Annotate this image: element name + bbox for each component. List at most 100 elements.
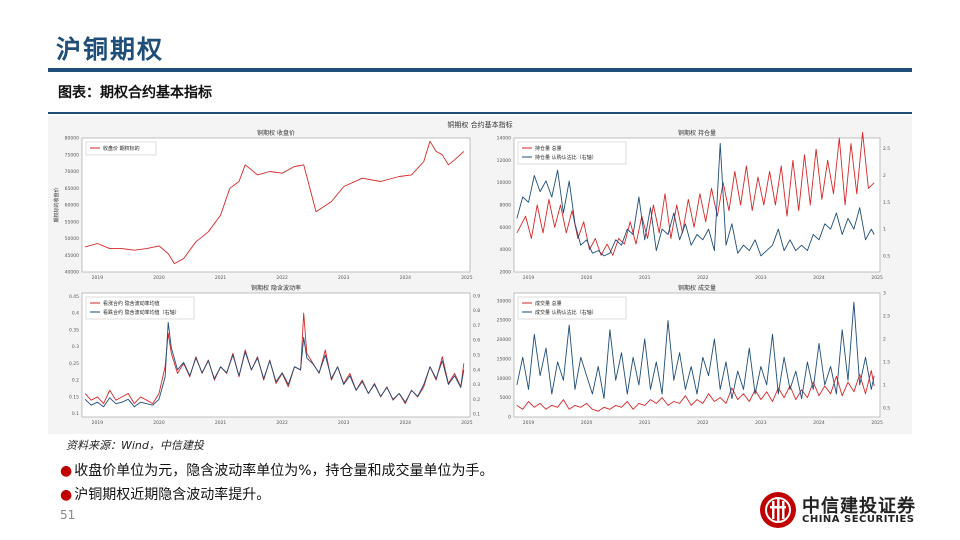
panel-2-ytick-label: 4000 <box>500 247 512 253</box>
bullet-1-text: 收盘价单位为元，隐含波动率单位为%，持仓量和成交量单位为手。 <box>74 463 494 479</box>
panel-3-xtick-label: 2023 <box>338 420 350 426</box>
panel-4-series-1-line <box>516 370 875 412</box>
panel-4-y2tick-label: 3 <box>883 291 886 297</box>
panel-1-ytick-label: 75000 <box>65 152 79 158</box>
panel-4-xtick-label: 2024 <box>813 420 825 426</box>
panel-3-ytick-label: 0.2 <box>72 378 79 384</box>
panel-2-xtick-label: 2025 <box>871 275 883 281</box>
panel-1-ytick-label: 50000 <box>65 236 79 242</box>
panel-3-xtick-label: 2025 <box>461 420 473 426</box>
panel-1-ytick-label: 55000 <box>65 219 79 225</box>
panel-1-xtick-label: 2020 <box>153 275 165 281</box>
panel-3-series-2-line <box>84 322 465 408</box>
bullet-dot-icon: ● <box>60 463 73 479</box>
panel-3-xtick-label: 2021 <box>215 420 227 426</box>
panel-2-legend-label-2: 持仓量 认购认沽比（右轴） <box>535 154 597 161</box>
panel-2-ytick-label: 2000 <box>500 270 512 276</box>
panel-3-y2tick-label: 0.1 <box>473 412 480 418</box>
panel-1-xtick-label: 2025 <box>461 275 473 281</box>
bullet-dot-icon: ● <box>60 487 73 503</box>
panel-1-legend-box <box>85 141 157 156</box>
panel-1-xtick-label: 2024 <box>400 275 412 281</box>
panel-4-xtick-label: 2022 <box>697 420 709 426</box>
figure-caption: 图表：期权合约基本指标 <box>58 85 212 101</box>
panel-3-ytick-label: 0.25 <box>69 361 79 367</box>
panel-4-legend-box <box>517 296 627 320</box>
panel-4-series-2-line <box>516 301 875 400</box>
panel-1-ytick-label: 70000 <box>65 169 79 175</box>
panel-3-y2tick-label: 0.4 <box>473 367 480 373</box>
figure-suptitle: 铜期权 合约基本指标 <box>447 120 512 129</box>
panel-3-ytick-label: 0.1 <box>72 411 79 417</box>
panel-4-y2tick-label: 2 <box>883 336 886 342</box>
panel-3-ytick-label: 0.3 <box>72 344 79 350</box>
panel-4-ytick-label: 0 <box>508 415 511 421</box>
panel-2-xtick-label: 2021 <box>639 275 651 281</box>
caption-divider <box>48 112 912 114</box>
panel-2-series-1-line <box>516 131 875 256</box>
panel-4-y2tick-label: 1.5 <box>883 359 890 365</box>
panel-2-y2tick-label: 2.5 <box>883 146 890 152</box>
panel-1-xtick-label: 2019 <box>92 275 104 281</box>
panel-1-title: 铜期权 收盘价 <box>257 129 295 137</box>
panel-2-y2tick-label: 1 <box>883 227 886 233</box>
panel-2-plot-area <box>513 137 881 273</box>
panel-4-ytick-label: 20000 <box>497 337 511 343</box>
panel-4-legend-label-2: 成交量 认购认沽比（右轴） <box>535 309 597 316</box>
panel-4-ytick-label: 25000 <box>497 318 511 324</box>
panel-3-legend-box <box>85 296 195 320</box>
panel-1-ytick-label: 80000 <box>65 136 79 142</box>
panel-2-xtick-label: 2019 <box>523 275 535 281</box>
panel-2-series-2-line <box>516 142 875 257</box>
panel-2-ytick-label: 10000 <box>497 180 511 186</box>
panel-1-ytick-label: 65000 <box>65 186 79 192</box>
panel-1-ytick-label: 45000 <box>65 253 79 259</box>
panel-3-ytick-label: 0.35 <box>69 327 79 333</box>
panel-3-legend-label-2: 看跌合约 隐含波动率均值（右轴） <box>103 309 180 316</box>
panel-1-ylabel: 期权标的收盘价 <box>53 187 60 222</box>
panel-2-y2tick-label: 2 <box>883 173 886 179</box>
panel-1-plot-area <box>81 137 471 273</box>
panel-2-legend-label-1: 持仓量 总量 <box>535 145 562 152</box>
panel-1-legend-label-1: 收盘价 期权标的 <box>103 145 140 152</box>
bullet-1: ● 收盘价单位为元，隐含波动率单位为%，持仓量和成交量单位为手。 <box>60 460 494 480</box>
panel-3-y2tick-label: 0.7 <box>473 323 480 329</box>
panel-4-legend-label-1: 成交量 总量 <box>535 300 562 307</box>
panel-1-ytick-label: 40000 <box>65 270 79 276</box>
panel-2-ytick-label: 8000 <box>500 203 512 209</box>
panel-3-y2tick-label: 0.3 <box>473 382 480 388</box>
panel-4-xtick-label: 2025 <box>871 420 883 426</box>
panel-4-ytick-label: 5000 <box>500 395 512 401</box>
panel-4-y2tick-label: 0.5 <box>883 405 890 411</box>
panel-1-xtick-label: 2021 <box>215 275 227 281</box>
chart-figure: 铜期权 合约基本指标 铜期权 收盘价 40000 45000 50000 55000 60… <box>48 116 912 434</box>
panel-4-xtick-label: 2019 <box>523 420 535 426</box>
panel-3-ytick-label: 0.15 <box>69 394 79 400</box>
panel-3-xtick-label: 2022 <box>276 420 288 426</box>
panel-4-ytick-label: 10000 <box>497 376 511 382</box>
title-underline <box>48 68 912 72</box>
panel-3-xtick-label: 2019 <box>92 420 104 426</box>
panel-3-y2tick-label: 0.2 <box>473 397 480 403</box>
panel-3-y2tick-label: 0.8 <box>473 308 480 314</box>
panel-4-title: 铜期权 成交量 <box>678 284 716 292</box>
page-number: 51 <box>60 508 76 522</box>
panel-3-legend-label-1: 看涨合约 隐含波动率均值 <box>103 300 160 307</box>
panel-2-ytick-label: 12000 <box>497 158 511 164</box>
panel-3-title: 铜期权 隐含波动率 <box>251 284 301 292</box>
panel-3-y2tick-label: 0.5 <box>473 353 480 359</box>
slide-title: 沪铜期权 <box>56 35 165 64</box>
panel-2-xtick-label: 2022 <box>697 275 709 281</box>
logo-name-cn: 中信建投证券 <box>802 496 916 517</box>
panel-2-ytick-label: 14000 <box>497 136 511 142</box>
panel-4-xtick-label: 2020 <box>581 420 593 426</box>
logo-emblem-icon <box>760 492 796 528</box>
panel-1-xtick-label: 2022 <box>276 275 288 281</box>
panel-2-title: 铜期权 持仓量 <box>678 129 716 137</box>
panel-2-legend-box <box>517 141 627 165</box>
logo-name-en: CHINA SECURITIES <box>802 514 915 525</box>
panel-4-xtick-label: 2023 <box>755 420 767 426</box>
bullet-2-text: 沪铜期权近期隐含波动率提升。 <box>74 487 271 503</box>
panel-2-y2tick-label: 1.5 <box>883 200 890 206</box>
panel-1-series-1-line <box>84 140 465 265</box>
